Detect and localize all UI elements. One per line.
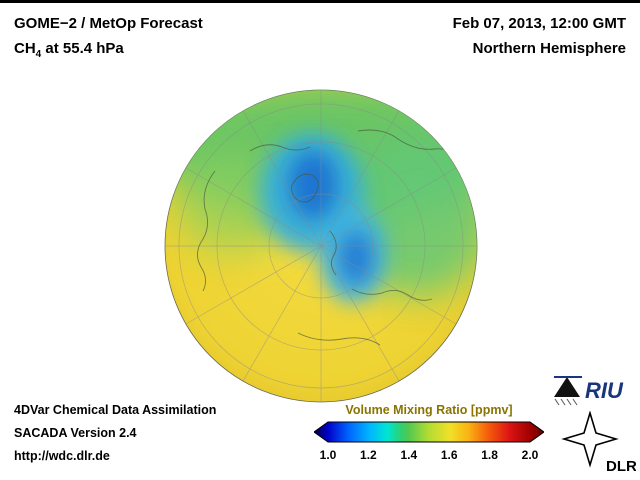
tick-label: 1.4 xyxy=(400,448,417,462)
coastlines xyxy=(197,129,477,346)
header-left: GOME−2 / MetOp Forecast CH4 at 55.4 hPa xyxy=(14,11,203,67)
hemisphere-label: Northern Hemisphere xyxy=(472,40,626,57)
riu-logo-triangle-icon xyxy=(554,377,580,397)
url-label: http://wdc.dlr.de xyxy=(14,449,110,463)
riu-logo-text: RIU xyxy=(585,378,624,403)
colorbar-gradient-bar xyxy=(314,421,544,443)
tick-label: 2.0 xyxy=(522,448,539,462)
tick-label: 1.8 xyxy=(481,448,498,462)
tick-label: 1.6 xyxy=(441,448,458,462)
green-band-west xyxy=(174,151,290,255)
product-title: GOME−2 / MetOp Forecast xyxy=(14,15,203,32)
colorbar: Volume Mixing Ratio [ppmv] 1.0 1.2 1.4 1… xyxy=(314,403,544,462)
credits-block: 4DVar Chemical Data Assimilation SACADA … xyxy=(14,399,216,468)
dlr-logo-text: DLR xyxy=(606,458,636,475)
subscript-4: 4 xyxy=(35,49,42,60)
colorbar-tick-labels: 1.0 1.2 1.4 1.6 1.8 2.0 xyxy=(320,448,539,462)
low-ch4-vortex-core-south xyxy=(340,232,372,284)
version-label: SACADA Version 2.4 xyxy=(14,426,137,440)
dlr-star-icon xyxy=(561,411,619,468)
species-level-label: CH4 at 55.4 hPa xyxy=(14,40,124,60)
riu-logo: RIU xyxy=(554,376,624,406)
header-right: Feb 07, 2013, 12:00 GMT Northern Hemisph… xyxy=(453,11,626,61)
low-ch4-vortex-core-north xyxy=(289,151,337,219)
globe-visualization xyxy=(164,89,478,403)
tick-label: 1.0 xyxy=(320,448,337,462)
colorbar-title: Volume Mixing Ratio [ppmv] xyxy=(345,403,512,417)
dlr-logo: DLR xyxy=(561,411,636,475)
riu-logo-hatching xyxy=(554,398,578,406)
assimilation-label: 4DVar Chemical Data Assimilation xyxy=(14,403,217,417)
datetime-label: Feb 07, 2013, 12:00 GMT xyxy=(452,15,626,32)
tick-label: 1.2 xyxy=(360,448,377,462)
graticule-lines xyxy=(165,90,477,402)
